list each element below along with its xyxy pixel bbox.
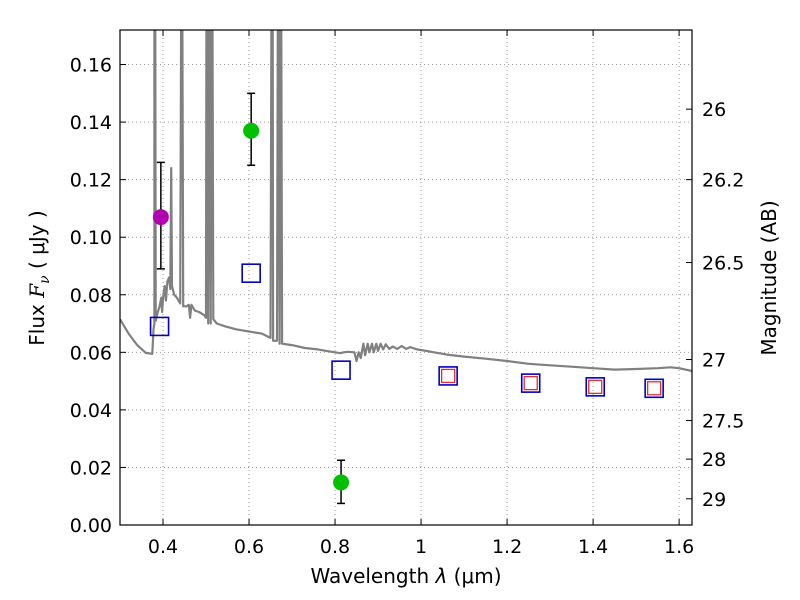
red-model-square [588, 379, 603, 395]
x-tick-label: 1.6 [664, 536, 694, 558]
x-tick-label: 0.8 [320, 536, 350, 558]
x-tick-label: 0.4 [148, 536, 178, 558]
y-tick-label: 0.16 [70, 55, 112, 77]
y-tick-label: 0.06 [70, 342, 112, 364]
right-axis-tick-label: 26 [702, 99, 726, 121]
blue-model-square [241, 263, 261, 283]
y-tick-label: 0.12 [70, 170, 112, 192]
right-magnitude-tick-labels: 26 26.2 26.5 27 27.5 28 29 [702, 99, 744, 511]
x-tick-label: 1.2 [492, 536, 522, 558]
sed-model-line [120, 30, 692, 373]
red-model-square [647, 381, 662, 396]
model-photometry-squares [149, 263, 664, 399]
observed-point [152, 209, 169, 226]
y-tick-label: 0.04 [70, 400, 112, 422]
blue-model-square [585, 377, 606, 397]
y-tick-label: 0.14 [70, 112, 112, 134]
observed-point [333, 474, 350, 491]
y-axis-title: Flux Fν ( μJy ) [25, 210, 53, 345]
x-tick-label: 1.4 [578, 536, 608, 558]
error-bars [156, 92, 346, 505]
y-tick-label: 0.10 [70, 227, 112, 249]
right-axis-tick-label: 26.5 [702, 253, 744, 275]
right-axis-tick-label: 28 [702, 449, 726, 471]
red-model-square [523, 375, 538, 391]
blue-model-square [520, 373, 541, 393]
right-axis-tick-label: 26.2 [702, 170, 744, 192]
blue-model-square [438, 366, 458, 386]
plot-frame [119, 29, 693, 526]
x-tick-label: 1 [415, 536, 427, 558]
blue-model-square [644, 378, 664, 399]
right-axis-tick-label: 27 [702, 350, 726, 372]
x-axis-title: Wavelength λ (μm) [310, 564, 501, 588]
observed-points [152, 122, 350, 491]
x-tick-labels: 0.4 0.6 0.8 1 1.2 1.4 1.6 [148, 536, 694, 558]
red-model-square [440, 368, 456, 384]
blue-model-square [331, 360, 351, 380]
axis-ticks [120, 30, 692, 526]
y-tick-label: 0.02 [70, 457, 112, 479]
right-axis-tick-label: 27.5 [702, 411, 744, 433]
blue-model-square [149, 316, 170, 337]
observed-point [243, 122, 260, 139]
y-tick-label: 0.00 [70, 515, 112, 537]
plot-area [120, 30, 692, 505]
x-tick-label: 0.6 [234, 536, 264, 558]
right-axis-title: Magnitude (AB) [757, 200, 781, 355]
right-axis-tick-label: 29 [702, 489, 726, 511]
y-tick-label: 0.08 [70, 285, 112, 307]
y-tick-labels: 0.00 0.02 0.04 0.06 0.08 0.10 0.12 0.14 0.16 [70, 55, 112, 537]
